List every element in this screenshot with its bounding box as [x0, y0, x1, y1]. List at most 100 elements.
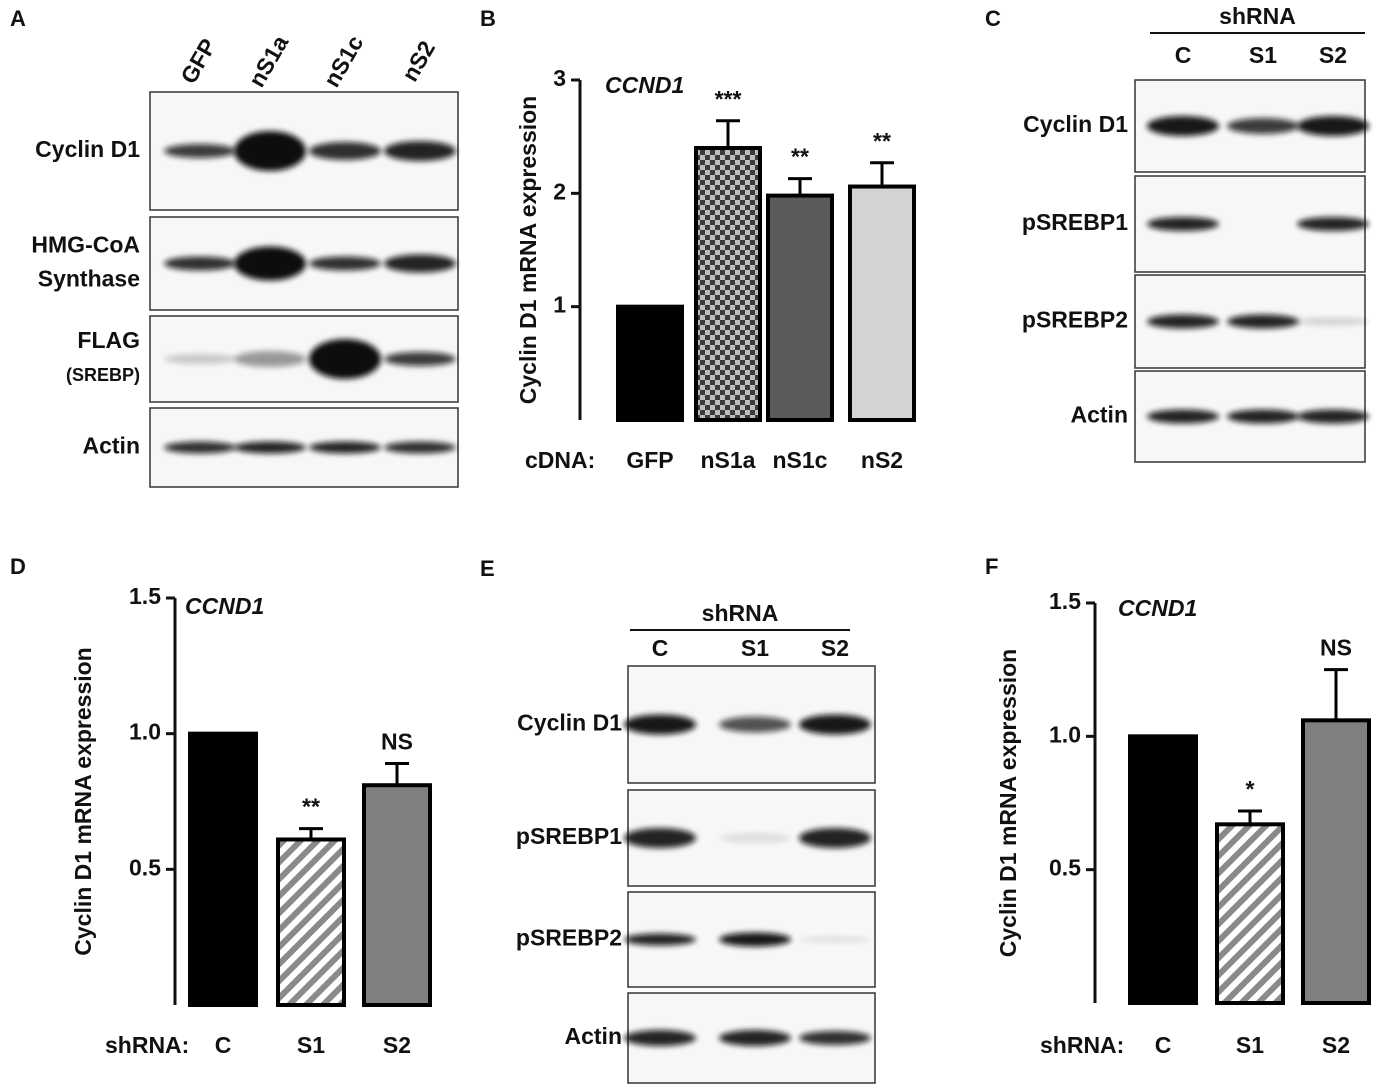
bar: [362, 783, 432, 1007]
blot-band: [234, 246, 306, 281]
blot-band: [719, 1030, 791, 1046]
blot-band: [624, 1030, 696, 1046]
blot-band: [1147, 217, 1219, 231]
row-label: Synthase: [38, 266, 140, 292]
blot-band: [309, 256, 381, 271]
y-tick-label: 1.0: [129, 719, 161, 745]
annotation: NS: [1320, 635, 1352, 661]
lane-header: shRNA: [1219, 3, 1296, 29]
row-label: FLAG: [77, 327, 140, 353]
x-axis-label: shRNA:: [105, 1032, 189, 1058]
bar: [766, 193, 834, 422]
blot-band: [719, 932, 791, 947]
blot-band: [1147, 116, 1219, 136]
bar: [1128, 734, 1198, 1005]
error-bar: [716, 119, 740, 148]
blot-band: [1147, 409, 1219, 424]
y-tick-label: 0.5: [129, 854, 161, 880]
blot-band: [164, 354, 236, 364]
error-bar: [1324, 668, 1348, 721]
error-bar: [385, 762, 409, 786]
blot-band: [624, 828, 696, 848]
row-label: pSREBP1: [1022, 209, 1128, 235]
blot-band: [799, 828, 871, 848]
blot-band: [624, 714, 696, 735]
y-tick-label: 2: [553, 178, 566, 204]
row-label: pSREBP2: [1022, 307, 1128, 333]
x-tick-label: S1: [1236, 1032, 1264, 1058]
y-tick-label: 1.5: [1049, 588, 1081, 614]
bar: [188, 731, 258, 1008]
blot-band: [164, 256, 236, 271]
blot-band: [234, 131, 306, 171]
chart-title: CCND1: [605, 72, 684, 98]
blot-band: [1297, 217, 1369, 231]
lane-label: nS2: [397, 36, 441, 86]
lane-label: nS1c: [318, 31, 368, 92]
blot-band: [1227, 409, 1299, 424]
blot-band: [1297, 409, 1369, 424]
y-axis-label: Cyclin D1 mRNA expression: [995, 649, 1021, 957]
lane-label: S2: [1319, 42, 1347, 68]
blot-band: [164, 144, 236, 158]
x-axis-label: cDNA:: [525, 447, 595, 473]
bar: [616, 304, 684, 422]
blot-band: [624, 933, 696, 946]
lane-label: S1: [1249, 42, 1277, 68]
y-tick-label: 0.5: [1049, 855, 1081, 881]
x-tick-label: S1: [297, 1032, 325, 1058]
x-tick-label: nS1c: [773, 447, 828, 473]
annotation: **: [302, 794, 320, 820]
lane-label: C: [1175, 42, 1192, 68]
x-tick-label: S2: [383, 1032, 411, 1058]
annotation: *: [1246, 776, 1255, 802]
row-label: Actin: [1071, 402, 1129, 428]
blot-band: [1297, 116, 1369, 136]
row-label: Actin: [83, 433, 141, 459]
row-label: Cyclin D1: [35, 136, 140, 162]
row-label: (SREBP): [66, 365, 140, 385]
y-tick-label: 1: [553, 292, 566, 318]
error-bar: [788, 177, 812, 196]
blot-band: [1227, 118, 1299, 134]
row-label: pSREBP1: [516, 823, 622, 849]
bar: [1215, 822, 1285, 1005]
blot-band: [799, 714, 871, 735]
lane-header: shRNA: [702, 600, 779, 626]
panel-label: D: [10, 554, 26, 579]
row-label: pSREBP2: [516, 925, 622, 951]
bar: [276, 837, 346, 1008]
y-tick-label: 1.0: [1049, 721, 1081, 747]
lane-label: C: [652, 635, 669, 661]
x-tick-label: nS1a: [701, 447, 756, 473]
panel-label: E: [480, 556, 495, 581]
x-tick-label: C: [1155, 1032, 1172, 1058]
row-label: Actin: [565, 1023, 623, 1049]
blot-band: [234, 351, 306, 367]
lane-label: GFP: [175, 34, 221, 88]
blot-band: [384, 141, 456, 161]
y-tick-label: 1.5: [129, 583, 161, 609]
annotation: NS: [381, 729, 413, 755]
blot-band: [234, 441, 306, 454]
blot-band: [384, 441, 456, 454]
blot-band: [164, 441, 236, 454]
error-bar: [870, 161, 894, 187]
lane-label: S2: [821, 635, 849, 661]
panel-label: A: [10, 6, 26, 31]
panel-label: B: [480, 6, 496, 31]
chart-title: CCND1: [185, 593, 264, 619]
row-label: Cyclin D1: [1023, 111, 1128, 137]
error-bar: [1238, 809, 1262, 825]
y-axis-label: Cyclin D1 mRNA expression: [70, 647, 96, 955]
x-tick-label: GFP: [626, 447, 673, 473]
error-bar: [299, 827, 323, 840]
annotation: **: [791, 144, 809, 170]
x-tick-label: S2: [1322, 1032, 1350, 1058]
annotation: ***: [715, 86, 742, 112]
blot-band: [384, 352, 456, 366]
lane-label: nS1a: [243, 31, 293, 92]
blot-band: [1297, 317, 1369, 326]
row-label: HMG-CoA: [31, 232, 140, 258]
